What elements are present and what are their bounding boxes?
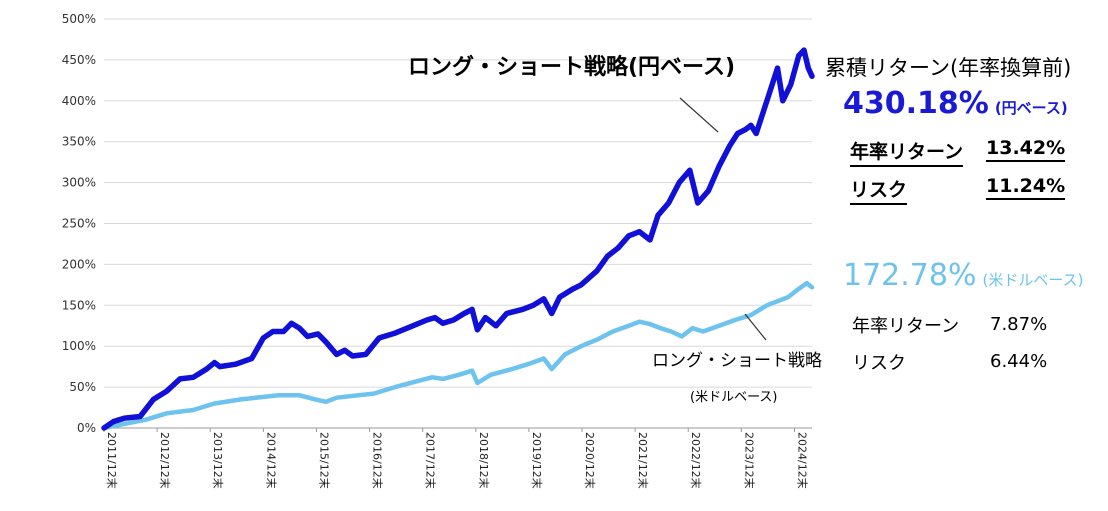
y-tick-label: 300% — [62, 176, 96, 190]
y-tick-label: 50% — [69, 380, 96, 394]
x-tick-label: 2015/12末 — [317, 432, 331, 489]
y-tick-label: 200% — [62, 257, 96, 271]
y-tick-label: 500% — [62, 12, 96, 26]
usd-risk-label: リスク — [852, 353, 906, 374]
usd-leader-line — [744, 313, 767, 341]
x-tick-label: 2017/12末 — [424, 432, 438, 489]
jpy-series-label: ロング・ショート戦略(円ベース) — [408, 54, 735, 80]
y-tick-label: 450% — [62, 53, 96, 67]
jpy-cumulative-return: 430.18% (円ベース) — [843, 86, 1068, 121]
usd-total-value: 172.78% — [843, 258, 977, 293]
usd-total-suffix: (米ドルベース) — [982, 271, 1084, 289]
jpy-risk-value: 11.24% — [986, 175, 1066, 200]
x-tick-label: 2020/12末 — [583, 432, 597, 489]
series-line-usd — [101, 280, 815, 431]
jpy-annual-label: 年率リターン — [850, 137, 964, 167]
y-tick-label: 350% — [62, 135, 96, 149]
usd-cumulative-return: 172.78% (米ドルベース) — [843, 258, 1083, 293]
x-tick-label: 2024/12末 — [795, 432, 809, 489]
usd-annual-value: 7.87% — [990, 314, 1048, 335]
y-tick-label: 250% — [62, 217, 96, 231]
x-tick-label: 2013/12末 — [211, 432, 225, 489]
jpy-annual-value: 13.42% — [986, 137, 1066, 162]
usd-risk-value: 6.44% — [990, 351, 1048, 372]
y-tick-label: 150% — [62, 298, 96, 312]
jpy-total-value: 430.18% — [843, 86, 989, 121]
y-tick-label: 400% — [62, 94, 96, 108]
x-tick-label: 2012/12末 — [158, 432, 172, 489]
x-tick-label: 2011/12末 — [105, 432, 119, 489]
panel-heading: 累積リターン(年率換算前) — [825, 56, 1072, 80]
x-tick-label: 2021/12末 — [636, 432, 650, 489]
usd-series-sublabel: (米ドルベース) — [690, 390, 778, 405]
jpy-leader-line — [679, 97, 719, 133]
y-tick-label: 0% — [77, 421, 96, 435]
x-tick-label: 2023/12末 — [742, 432, 756, 489]
x-tick-label: 2016/12末 — [371, 432, 385, 489]
x-tick-label: 2014/12末 — [264, 432, 278, 489]
x-tick-label: 2019/12末 — [530, 432, 544, 489]
y-tick-label: 100% — [62, 339, 96, 353]
series-line-jpy — [101, 47, 815, 431]
jpy-total-suffix: (円ベース) — [994, 99, 1068, 117]
usd-annual-label: 年率リターン — [852, 316, 960, 337]
usd-series-label: ロング・ショート戦略 — [652, 351, 822, 371]
x-tick-label: 2018/12末 — [477, 432, 491, 489]
x-tick-label: 2022/12末 — [689, 432, 703, 489]
jpy-risk-label: リスク — [850, 175, 908, 205]
